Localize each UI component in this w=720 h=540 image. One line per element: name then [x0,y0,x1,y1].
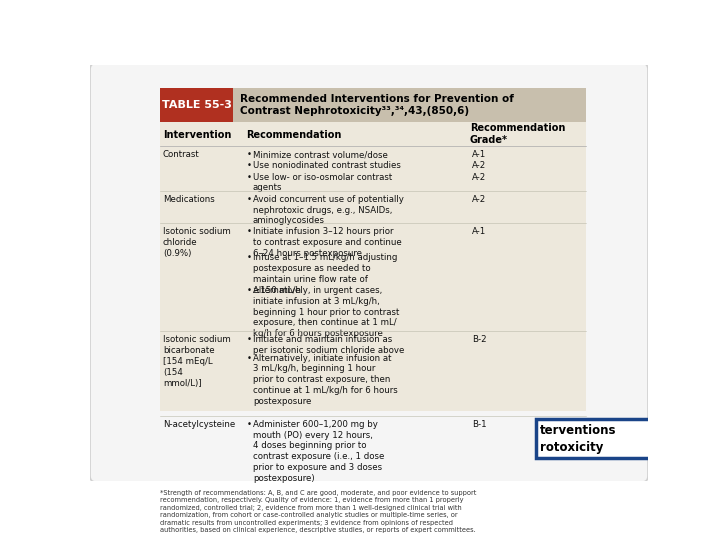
Text: TABLE 55-3: TABLE 55-3 [161,100,232,110]
Text: •: • [246,335,251,344]
Text: Use low- or iso-osmolar contrast
agents: Use low- or iso-osmolar contrast agents [253,173,392,192]
Text: •: • [246,286,251,295]
Text: Intervention: Intervention [163,130,231,140]
Text: Isotonic sodium
bicarbonate
[154 mEq/L
(154
mmol/L)]: Isotonic sodium bicarbonate [154 mEq/L (… [163,335,230,388]
Text: •: • [246,420,251,429]
Text: Infuse at 1–1.5 mL/kg/h adjusting
postexposure as needed to
maintain urine flow : Infuse at 1–1.5 mL/kg/h adjusting postex… [253,253,397,294]
Text: •: • [246,150,251,159]
Text: A-1: A-1 [472,227,486,237]
Text: Initiate infusion 3–12 hours prior
to contrast exposure and continue
6–24 hours : Initiate infusion 3–12 hours prior to co… [253,227,402,258]
Text: Minimize contrast volume/dose: Minimize contrast volume/dose [253,150,387,159]
FancyBboxPatch shape [90,63,648,482]
Text: Contrast: Contrast [163,150,199,159]
Text: B-2: B-2 [472,335,487,344]
Text: Recommended Interventions for Prevention of
Contrast Nephrotoxicity³³,³⁴,43,(850: Recommended Interventions for Prevention… [240,93,513,116]
Bar [536,419,664,457]
Text: Alternatively, initiate infusion at
3 mL/kg/h, beginning 1 hour
prior to contras: Alternatively, initiate infusion at 3 mL… [253,354,397,406]
Text: A-2: A-2 [472,173,486,181]
Text: terventions
rotoxicity: terventions rotoxicity [540,423,617,454]
Text: Initiate and maintain infusion as
per isotonic sodium chloride above: Initiate and maintain infusion as per is… [253,335,404,355]
Text: •: • [246,161,251,171]
Text: A-1: A-1 [472,150,486,159]
Text: •: • [246,173,251,181]
Text: *Strength of recommendations: A, B, and C are good, moderate, and poor evidence : *Strength of recommendations: A, B, and … [160,490,476,534]
Text: •: • [246,195,251,204]
Text: Isotonic sodium
chloride
(0.9%): Isotonic sodium chloride (0.9%) [163,227,230,259]
Text: Alternatively, in urgent cases,
initiate infusion at 3 mL/kg/h,
beginning 1 hour: Alternatively, in urgent cases, initiate… [253,286,399,338]
Text: Avoid concurrent use of potentially
nephrotoxic drugs, e.g., NSAIDs,
aminoglycos: Avoid concurrent use of potentially neph… [253,195,404,225]
Text: Use noniodinated contrast studies: Use noniodinated contrast studies [253,161,400,171]
Text: N-acetylcysteine: N-acetylcysteine [163,420,235,429]
Text: Recommendation: Recommendation [246,130,342,140]
Bar [233,88,586,122]
Bar [160,88,233,122]
Text: B-1: B-1 [472,420,487,429]
Text: Recommendation
Grade*: Recommendation Grade* [469,123,565,145]
Bar [160,122,586,411]
Text: •: • [246,253,251,262]
Text: Administer 600–1,200 mg by
mouth (PO) every 12 hours,
4 doses beginning prior to: Administer 600–1,200 mg by mouth (PO) ev… [253,420,384,483]
Text: •: • [246,354,251,362]
Text: A-2: A-2 [472,195,486,204]
Text: A-2: A-2 [472,161,486,171]
Text: Medications: Medications [163,195,215,204]
Text: •: • [246,227,251,237]
